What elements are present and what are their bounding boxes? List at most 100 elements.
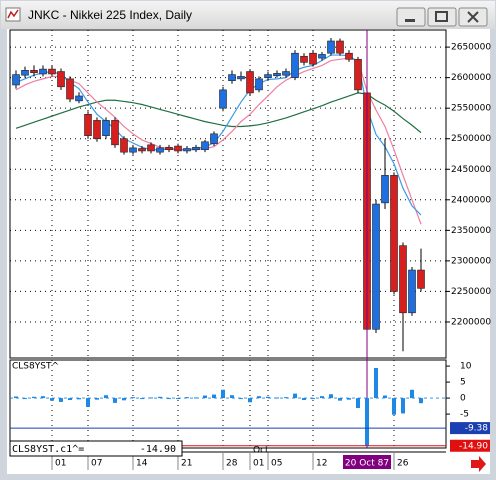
candle-body [120, 138, 128, 153]
candle-body [66, 78, 74, 100]
candle-body [282, 71, 290, 76]
candle-body [111, 120, 119, 146]
scroll-right-arrow[interactable] [471, 456, 486, 472]
candle-body [165, 146, 173, 151]
candle-body [156, 147, 164, 153]
price-panel [9, 29, 447, 359]
y-tick-label: 2650000 [451, 43, 491, 53]
indicator-bar [401, 398, 405, 414]
indicator-bar [266, 396, 270, 399]
maximize-button[interactable] [427, 7, 457, 27]
indicator-bar [392, 398, 396, 415]
candle-body [318, 54, 326, 59]
indicator-bar [284, 397, 288, 399]
y-tick-label: 2400000 [451, 195, 491, 205]
candle-body [345, 52, 353, 60]
indicator-panel [9, 359, 447, 449]
candle-body [327, 40, 335, 54]
indicator-bar [14, 396, 18, 399]
readout-value: -14.90 [140, 444, 176, 455]
indicator-bar [257, 396, 261, 399]
indicator-bar [239, 398, 243, 400]
indicator-bar [176, 398, 180, 400]
indicator-bar [122, 398, 126, 401]
indicator-bar [167, 398, 171, 400]
marker-label: -14.90 [459, 441, 488, 451]
readout-box [9, 440, 183, 457]
y-tick-label: 2600000 [451, 73, 491, 83]
x-tick-label: 07 [91, 459, 102, 469]
indicator-bar [50, 398, 54, 401]
marker-label: -9.38 [465, 424, 489, 434]
candle-body [255, 78, 263, 91]
y-tick-label: -5 [460, 410, 469, 420]
cursor-date-box [343, 455, 391, 469]
plot-layer: 2200000 2250000 2300000 2350000 2400000 24500… [10, 30, 491, 470]
candle-body [48, 68, 56, 75]
candle-body [102, 120, 110, 136]
indicator-bar [95, 398, 99, 400]
candle-body [84, 113, 92, 136]
candle-body [408, 269, 416, 314]
candle-body [228, 74, 236, 81]
candle-body [57, 71, 65, 88]
candle-body [129, 147, 137, 153]
indicator-bar [131, 397, 135, 399]
indicator-bar [212, 394, 216, 399]
y-tick-label: 2500000 [451, 134, 491, 144]
indicator-bar [347, 398, 351, 400]
candle-body [174, 145, 182, 152]
x-tick-label: 14 [136, 459, 148, 469]
indicator-bar [374, 368, 378, 399]
indicator-bar [68, 398, 72, 400]
candle-body [264, 74, 272, 78]
minimize-button[interactable] [396, 7, 426, 27]
indicator-bar [149, 397, 153, 399]
candle-body [219, 89, 227, 109]
x-tick-label: 01 [253, 459, 264, 469]
candle-body [75, 95, 83, 102]
indicator-bar [32, 396, 36, 399]
x-tick-label: 26 [397, 459, 409, 469]
indicator-bar [365, 398, 369, 446]
indicator-bar [113, 398, 117, 403]
x-tick-label: 05 [271, 459, 282, 469]
month-label: Oct [253, 446, 269, 456]
y-tick-label: 10 [460, 362, 472, 372]
candle-body [183, 148, 191, 152]
candle-body [237, 76, 245, 80]
x-tick-label: 21 [181, 459, 192, 469]
y-tick-label: 2250000 [451, 287, 491, 297]
x-tick-label: 28 [226, 459, 238, 469]
candle-body [246, 71, 254, 94]
indicator-bar [410, 389, 414, 399]
candle-body [336, 40, 344, 54]
candle-body [381, 175, 389, 204]
indicator-bar [194, 397, 198, 399]
indicator-bar [86, 398, 90, 408]
close-button[interactable] [458, 7, 488, 27]
marker-label-box [450, 439, 490, 452]
indicator-bar [293, 393, 297, 399]
x-tick-label: 01 [55, 459, 66, 469]
candle-body [93, 120, 101, 140]
candle-body [12, 74, 20, 86]
candle-body [417, 269, 425, 289]
y-tick-label: 0 [460, 394, 466, 404]
indicator-bar [23, 398, 27, 400]
indicator-bar [302, 398, 306, 400]
indicator-bar [59, 398, 63, 402]
y-tick-label: 2200000 [451, 317, 491, 327]
window-title: JNKC - Nikkei 225 Index, Daily [28, 8, 192, 22]
candle-body [291, 52, 299, 78]
indicator-bar [311, 398, 315, 400]
y-tick-label: 2300000 [451, 256, 491, 266]
candle-body [39, 68, 47, 75]
indicator-bar [230, 395, 234, 399]
candle-body [273, 73, 281, 77]
indicator-bar [104, 395, 108, 399]
indicator-bar [203, 395, 207, 399]
readout-name: CLS8YST.c1^= [12, 444, 84, 455]
candle-body [399, 245, 407, 314]
